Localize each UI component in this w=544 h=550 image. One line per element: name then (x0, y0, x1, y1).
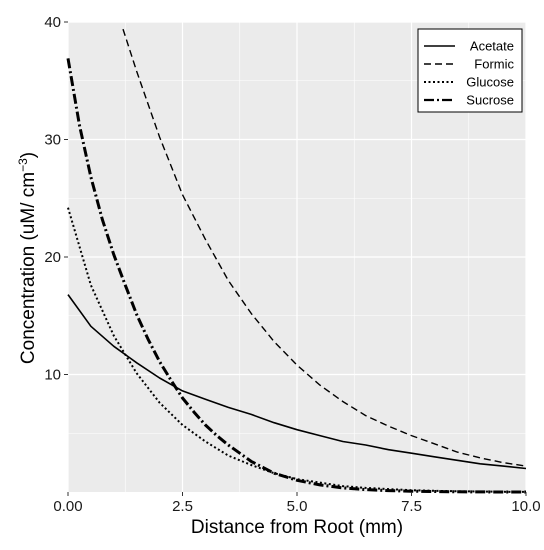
series-line-formic (122, 28, 527, 467)
y-tick-label: 40 (44, 14, 61, 31)
y-axis-title-close: ) (18, 152, 39, 158)
x-axis-ticks: 0.00 2.5 5.0 7.5 10.0 (53, 492, 541, 515)
x-tick-label: 5.0 (287, 498, 308, 515)
y-tick-label: 20 (44, 249, 61, 266)
major-gridlines (67, 21, 527, 492)
legend-label-sucrose: Sucrose (466, 93, 514, 108)
legend-label-glucose: Glucose (466, 75, 514, 90)
x-tick-label: 7.5 (401, 498, 422, 515)
legend-label-formic: Formic (474, 57, 514, 72)
x-tick-label: 0.00 (53, 498, 82, 515)
y-axis-title-main: Concentration (uM/ cm (18, 172, 39, 364)
legend-box (417, 28, 523, 113)
legend: Acetate Formic Glucose Sucrose (417, 28, 523, 113)
y-tick-label: 10 (44, 367, 61, 384)
y-axis-title-superscript: −3 (16, 158, 30, 172)
legend-label-acetate: Acetate (470, 39, 514, 54)
y-axis-ticks: 10 20 30 40 (44, 14, 68, 384)
x-tick-label: 2.5 (172, 498, 193, 515)
series-line-sucrose (66, 58, 526, 494)
series-layer (66, 28, 527, 494)
x-tick-label: 10.0 (511, 498, 540, 515)
x-axis-title: Distance from Root (mm) (191, 517, 403, 538)
series-line-acetate (67, 294, 527, 470)
y-tick-label: 30 (44, 132, 61, 149)
y-axis-title: Concentration (uM/ cm−3) (16, 152, 39, 364)
